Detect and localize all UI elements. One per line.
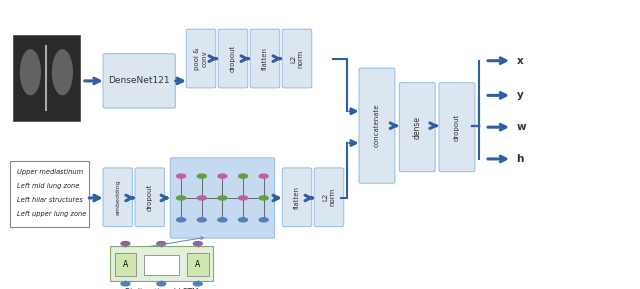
FancyBboxPatch shape [282,168,312,227]
Circle shape [157,242,166,246]
Circle shape [239,218,248,222]
Text: Left upper lung zone: Left upper lung zone [17,211,86,217]
Circle shape [157,282,166,286]
Circle shape [193,242,202,246]
Text: A: A [123,260,128,269]
Circle shape [197,196,206,200]
Text: y: y [516,90,524,100]
FancyBboxPatch shape [359,68,395,183]
Circle shape [259,218,268,222]
Circle shape [218,196,227,200]
FancyBboxPatch shape [218,29,248,88]
FancyBboxPatch shape [13,35,80,121]
Text: embedding: embedding [115,179,120,215]
FancyBboxPatch shape [170,158,275,238]
FancyBboxPatch shape [186,29,216,88]
Text: DenseNet121: DenseNet121 [108,76,170,86]
Text: w: w [516,122,526,132]
Ellipse shape [52,49,73,95]
FancyBboxPatch shape [314,168,344,227]
FancyBboxPatch shape [103,168,132,227]
Text: flatten: flatten [262,47,268,70]
FancyBboxPatch shape [282,29,312,88]
Circle shape [259,196,268,200]
Text: concatenate: concatenate [374,104,380,147]
FancyBboxPatch shape [110,246,213,281]
FancyBboxPatch shape [144,255,179,275]
Circle shape [121,242,130,246]
FancyBboxPatch shape [10,161,89,227]
Text: dense: dense [413,116,422,139]
Ellipse shape [20,49,41,95]
FancyBboxPatch shape [399,83,435,172]
Circle shape [218,218,227,222]
FancyBboxPatch shape [103,54,175,108]
FancyBboxPatch shape [187,253,209,276]
Text: L2
norm: L2 norm [323,188,335,206]
Circle shape [239,174,248,178]
Text: flatten: flatten [294,186,300,209]
Circle shape [121,282,130,286]
Text: dropout: dropout [230,45,236,72]
Text: Left hilar structures: Left hilar structures [17,197,83,203]
Text: Left mid lung zone: Left mid lung zone [17,183,79,189]
Text: Bi-directional LSTM: Bi-directional LSTM [125,288,198,289]
Text: x: x [516,56,524,66]
Text: h: h [516,154,524,164]
Circle shape [239,196,248,200]
Circle shape [218,174,227,178]
FancyBboxPatch shape [250,29,280,88]
FancyBboxPatch shape [115,253,136,276]
Circle shape [197,174,206,178]
FancyBboxPatch shape [135,168,164,227]
Text: dropout: dropout [147,184,153,211]
Circle shape [177,218,186,222]
Circle shape [259,174,268,178]
Text: Upper mediastinum: Upper mediastinum [17,169,83,175]
Text: A: A [195,260,200,269]
Circle shape [177,174,186,178]
FancyBboxPatch shape [439,83,475,172]
Text: dropout: dropout [454,114,460,141]
Text: L2
norm: L2 norm [291,49,303,68]
Text: pool &
conv: pool & conv [195,47,207,70]
Circle shape [193,282,202,286]
Circle shape [177,196,186,200]
Circle shape [197,218,206,222]
